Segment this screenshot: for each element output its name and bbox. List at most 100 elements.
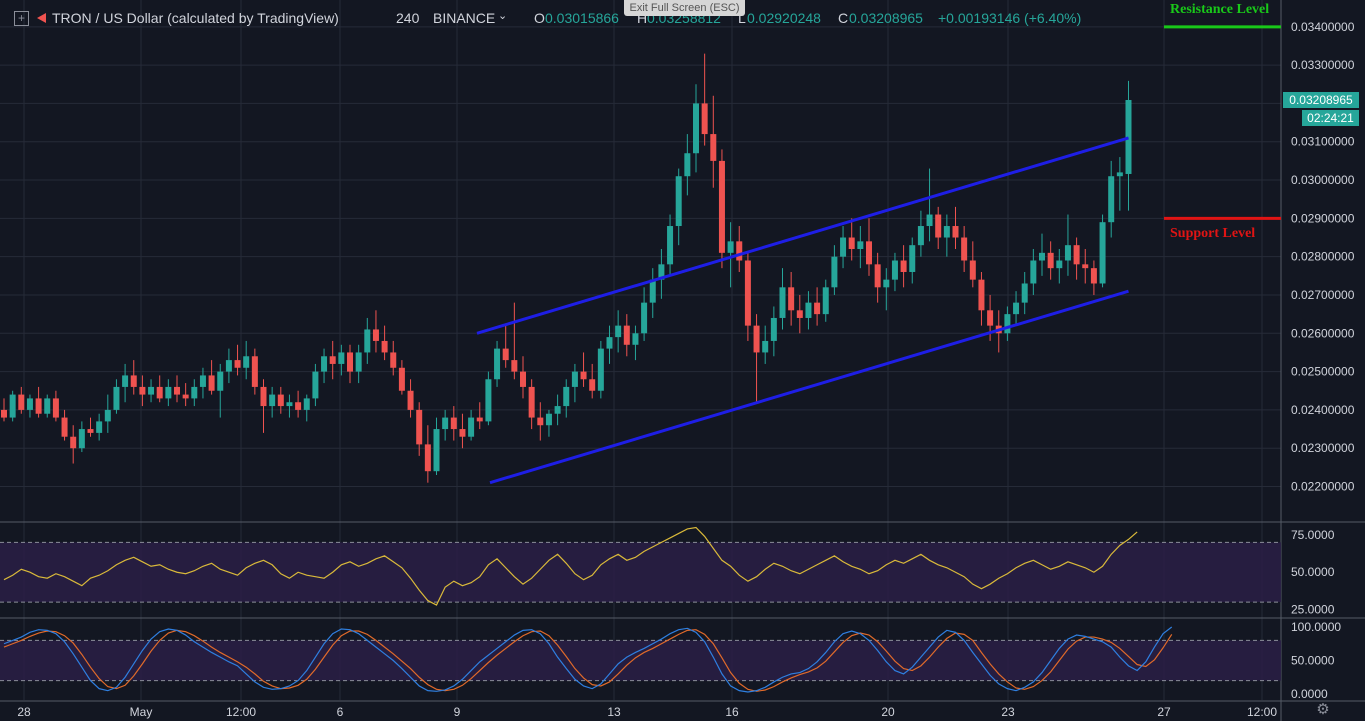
candle-body xyxy=(580,371,587,380)
candle-body xyxy=(174,386,180,395)
candle-body xyxy=(485,379,492,422)
candle-body xyxy=(416,409,423,445)
countdown-badge: 02:24:21 xyxy=(1302,110,1359,126)
candle-body xyxy=(338,352,345,364)
annotation-lines xyxy=(476,25,1281,485)
price-tick-label: 0.02600000 xyxy=(1291,326,1355,340)
candle-body xyxy=(909,245,916,272)
candle-body xyxy=(277,394,284,407)
candle-body xyxy=(502,348,509,361)
low-label: L xyxy=(738,10,746,26)
candle-body xyxy=(701,103,708,135)
candle-body xyxy=(632,333,639,345)
candle-body xyxy=(857,241,864,250)
candle-body xyxy=(442,417,449,430)
candle-body xyxy=(450,417,457,430)
price-tick-label: 0.02700000 xyxy=(1291,288,1355,302)
candle-body xyxy=(113,386,120,410)
candle-body xyxy=(848,237,855,250)
gear-icon[interactable]: ⚙ xyxy=(1316,701,1330,718)
last-price-badge: 0.03208965 xyxy=(1283,92,1359,108)
candle-body xyxy=(1082,264,1089,269)
candle-body xyxy=(321,356,328,372)
candle-body xyxy=(1021,283,1028,303)
candle-body xyxy=(122,375,129,387)
time-axis[interactable]: 28 May 12:00 6 9 13 16 20 23 27 12:00 xyxy=(17,705,1277,719)
candle-body xyxy=(390,352,397,368)
candle-body xyxy=(182,394,189,399)
candle-body xyxy=(433,429,440,472)
candle-body xyxy=(597,348,604,391)
rsi-tick-label: 25.0000 xyxy=(1291,603,1335,617)
close-label: C xyxy=(838,10,849,26)
candle-body xyxy=(891,260,898,280)
candle-body xyxy=(1064,245,1071,261)
candle-body xyxy=(1108,176,1115,223)
candle-body xyxy=(295,402,302,410)
candle-body xyxy=(1056,260,1063,269)
candle-body xyxy=(243,356,250,368)
candle-body xyxy=(70,436,77,449)
price-tick-label: 0.03300000 xyxy=(1291,58,1355,72)
stoch-k-line xyxy=(3,626,1173,693)
candle-body xyxy=(1073,245,1080,265)
candle-body xyxy=(424,444,431,472)
candle-body xyxy=(520,371,526,387)
candle-body xyxy=(1116,172,1123,177)
candle-body xyxy=(926,214,933,227)
candle-body xyxy=(935,214,942,238)
candle-body xyxy=(1125,99,1132,174)
candle-body xyxy=(511,360,518,372)
open-label: O xyxy=(534,10,545,26)
symbol-title[interactable]: TRON / US Dollar (calculated by TradingV… xyxy=(52,10,339,26)
candle-body xyxy=(18,394,25,410)
candle-body xyxy=(1047,252,1054,269)
candle-body xyxy=(961,237,968,261)
candle-body xyxy=(969,260,976,280)
stoch-tick-label: 50.0000 xyxy=(1291,654,1335,668)
candle-body xyxy=(260,386,267,407)
candle-body xyxy=(1013,302,1020,315)
time-tick-label: May xyxy=(130,705,153,719)
rsi-tick-label: 50.0000 xyxy=(1291,565,1335,579)
candle-body xyxy=(476,417,483,422)
price-tick-label: 0.03000000 xyxy=(1291,173,1355,187)
exit-fullscreen-button[interactable]: Exit Full Screen (ESC) xyxy=(624,0,745,16)
candle-body xyxy=(840,237,847,257)
candle-body xyxy=(641,302,648,334)
candle-body xyxy=(347,352,353,372)
candle-body xyxy=(372,329,379,341)
rsi-band xyxy=(0,542,1281,603)
candle-body xyxy=(684,153,691,177)
time-tick-label: 9 xyxy=(454,705,461,719)
candle-body xyxy=(1004,314,1011,334)
candle-body xyxy=(667,226,674,265)
candle-body xyxy=(199,375,206,387)
indicator-lines xyxy=(3,526,1173,693)
time-tick-label: 12:00 xyxy=(1247,705,1277,719)
candle-body xyxy=(753,325,760,353)
plus-square-icon[interactable]: + xyxy=(14,11,29,26)
candle-body xyxy=(710,134,717,161)
time-tick-label: 28 xyxy=(17,705,31,719)
candle-body xyxy=(571,371,578,387)
candle-body xyxy=(883,279,890,288)
candle-body xyxy=(225,360,232,372)
low-value: 0.02920248 xyxy=(747,10,821,26)
price-tick-label: 0.02300000 xyxy=(1291,441,1355,455)
candle-body xyxy=(762,340,769,353)
candle-body xyxy=(978,279,985,311)
open-value: 0.03015866 xyxy=(545,10,619,26)
candle-body xyxy=(269,394,276,407)
price-tick-label: 0.02400000 xyxy=(1291,403,1355,417)
candle-body xyxy=(943,226,950,238)
candle-body xyxy=(537,417,544,426)
price-axis[interactable]: 0.034000000.033000000.032000000.03100000… xyxy=(1291,20,1355,701)
candle-body xyxy=(130,375,137,387)
exchange-label[interactable]: BINANCE xyxy=(433,10,496,26)
interval-label[interactable]: 240 xyxy=(396,10,420,26)
chevron-down-icon[interactable]: ⌄ xyxy=(498,10,508,22)
candle-body xyxy=(139,386,146,395)
